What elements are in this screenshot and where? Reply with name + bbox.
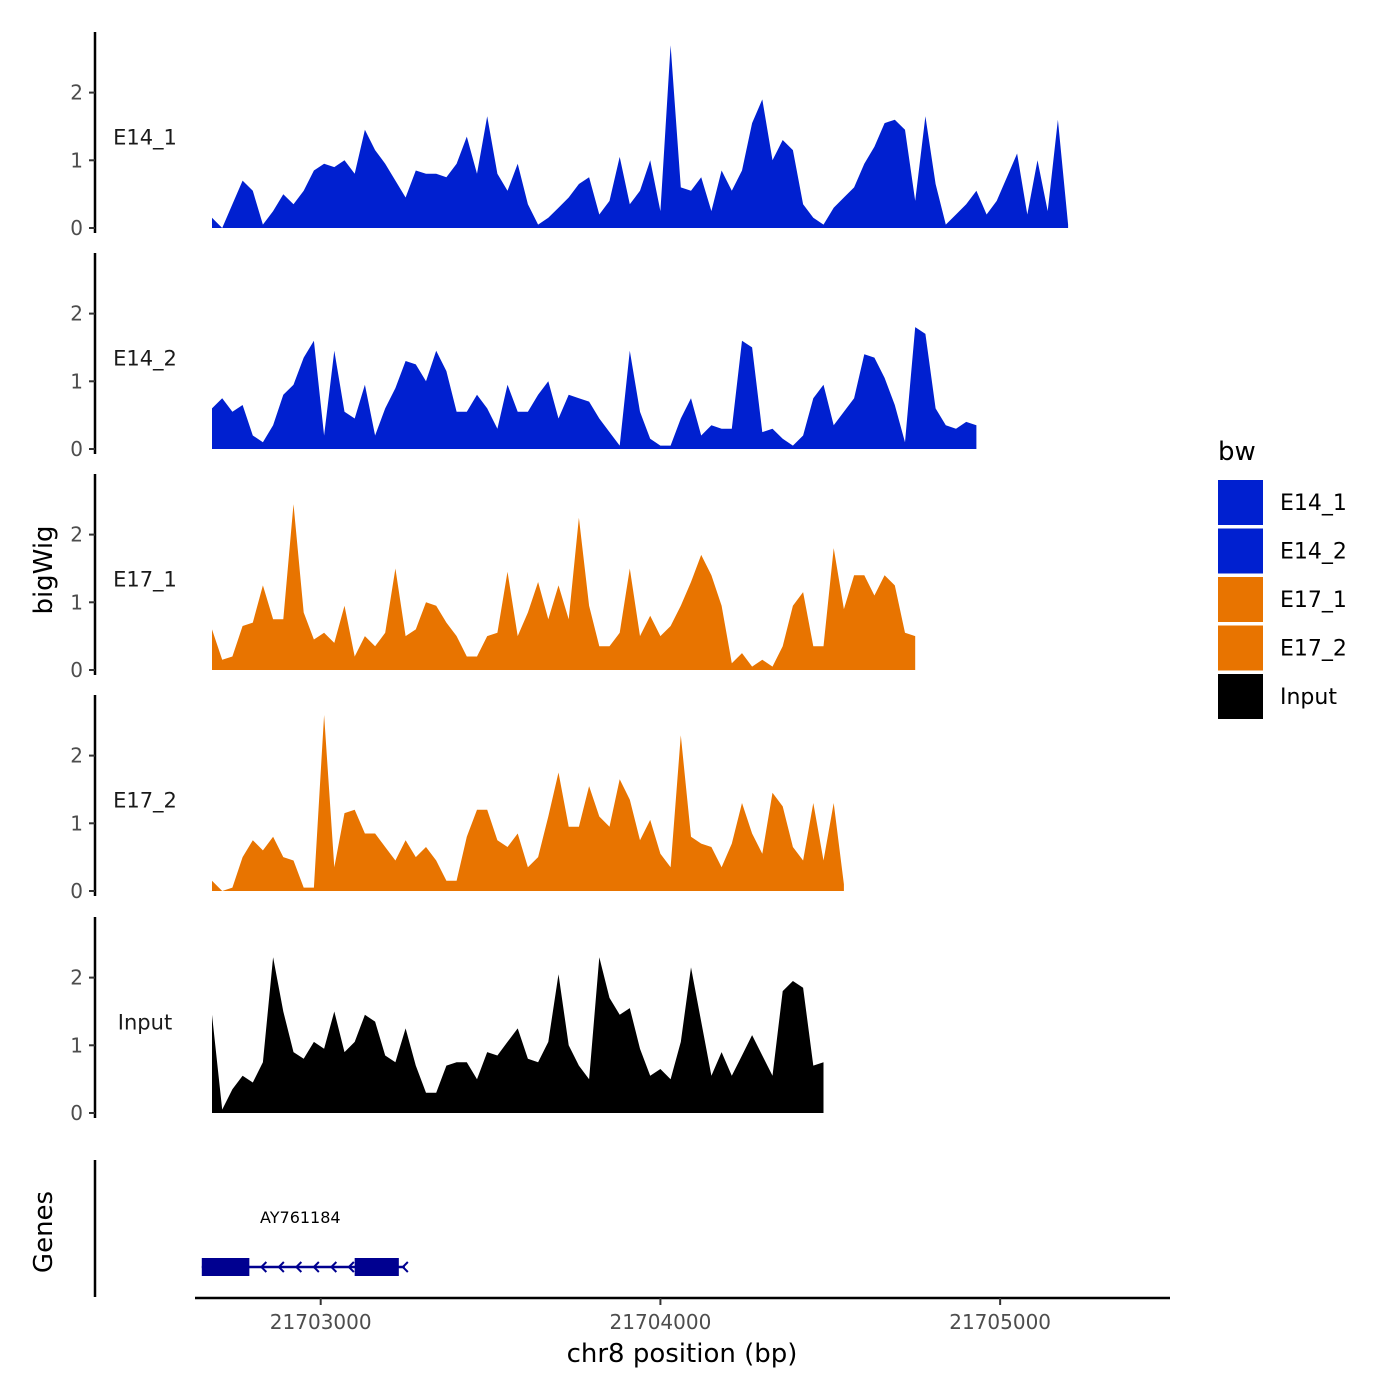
legend: bw E14_1 E14_2 E17_1 E17_2 Input bbox=[1218, 437, 1347, 719]
legend-label-E14_1: E14_1 bbox=[1280, 491, 1347, 516]
y-tick-label: 0 bbox=[70, 1101, 83, 1125]
track-label-E14_2: E14_2 bbox=[113, 347, 177, 372]
x-tick-label: 21703000 bbox=[270, 1310, 372, 1334]
strand-arrow bbox=[347, 1261, 355, 1273]
y-tick-label: 0 bbox=[70, 216, 83, 240]
legend-key-E17_1 bbox=[1218, 577, 1263, 622]
legend-key-E14_2 bbox=[1218, 528, 1263, 574]
signal-area-E14_1 bbox=[212, 45, 1069, 229]
y-tick-label: 1 bbox=[70, 369, 83, 393]
y-tick-label: 1 bbox=[70, 148, 83, 172]
legend-label-Input: Input bbox=[1280, 685, 1337, 710]
legend-key-Input bbox=[1218, 674, 1263, 719]
y-axis-title: bigWig bbox=[29, 525, 59, 614]
legend-label-E14_2: E14_2 bbox=[1280, 540, 1347, 565]
legend-key-E17_2 bbox=[1218, 625, 1263, 671]
strand-arrow bbox=[259, 1261, 268, 1273]
gene-exon bbox=[354, 1258, 399, 1276]
y-tick-label: 2 bbox=[70, 523, 83, 547]
genes-axis-title: Genes bbox=[29, 1191, 59, 1273]
x-axis: 21703000 21704000 21705000 bbox=[195, 1296, 1170, 1334]
genes-panel: AY761184 bbox=[93, 1160, 409, 1297]
track-Input: 0 1 2 Input bbox=[70, 917, 824, 1125]
y-tick-label: 1 bbox=[70, 590, 83, 614]
gene-exon bbox=[201, 1258, 250, 1276]
track-E14_1: 0 1 2 E14_1 bbox=[70, 32, 1069, 240]
signal-area-E17_2 bbox=[212, 715, 844, 891]
legend-title: bw bbox=[1218, 437, 1256, 467]
gene-AY761184: AY761184 bbox=[201, 1208, 409, 1276]
track-E17_1: 0 1 2 E17_1 bbox=[70, 474, 916, 682]
gene-name-label: AY761184 bbox=[260, 1208, 341, 1227]
y-tick-label: 2 bbox=[70, 744, 83, 768]
legend-key-E14_1 bbox=[1218, 480, 1263, 525]
signal-area-E14_2 bbox=[212, 327, 977, 449]
legend-label-E17_1: E17_1 bbox=[1280, 588, 1347, 613]
track-E14_2: 0 1 2 E14_2 bbox=[70, 253, 977, 461]
strand-arrow bbox=[401, 1261, 409, 1273]
track-label-E17_2: E17_2 bbox=[113, 789, 177, 814]
track-E17_2: 0 1 2 E17_2 bbox=[70, 695, 844, 903]
y-tick-label: 1 bbox=[70, 811, 83, 835]
strand-arrow bbox=[294, 1261, 303, 1273]
signal-area-Input bbox=[212, 957, 824, 1113]
y-tick-label: 0 bbox=[70, 658, 83, 682]
x-tick-label: 21705000 bbox=[949, 1310, 1051, 1334]
signal-area-E17_1 bbox=[212, 504, 916, 670]
strand-arrow bbox=[277, 1261, 285, 1273]
track-label-E14_1: E14_1 bbox=[113, 126, 177, 151]
strand-arrow bbox=[329, 1261, 338, 1273]
y-tick-label: 0 bbox=[70, 879, 83, 903]
legend-label-E17_2: E17_2 bbox=[1280, 637, 1347, 662]
x-axis-title: chr8 position (bp) bbox=[567, 1339, 798, 1369]
strand-arrow bbox=[202, 1261, 210, 1273]
y-tick-label: 1 bbox=[70, 1033, 83, 1057]
y-tick-label: 2 bbox=[70, 302, 83, 326]
x-tick-label: 21704000 bbox=[610, 1310, 712, 1334]
y-tick-label: 2 bbox=[70, 81, 83, 105]
track-label-E17_1: E17_1 bbox=[113, 568, 177, 593]
y-tick-label: 0 bbox=[70, 437, 83, 461]
strand-arrow bbox=[312, 1261, 320, 1273]
y-tick-label: 2 bbox=[70, 966, 83, 990]
track-label-Input: Input bbox=[118, 1011, 172, 1035]
track-panels: 0 1 2 E14_1 0 1 2 E14_2 0 1 2 E17_1 0 1 2 E17_2 0 1 2 Input bbox=[70, 32, 1069, 1125]
